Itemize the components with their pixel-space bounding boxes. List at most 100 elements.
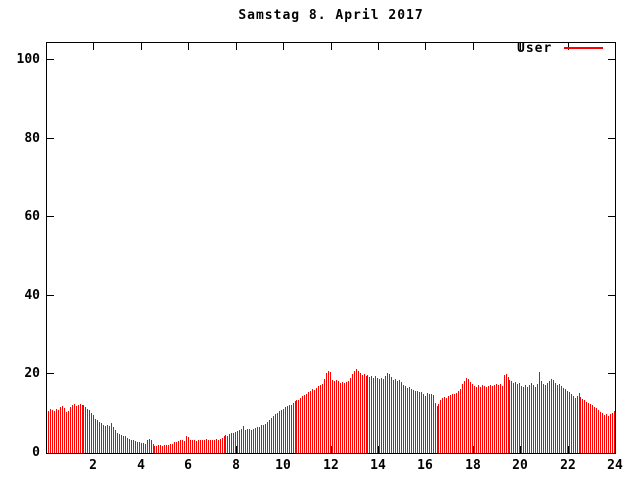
impulse-bar (54, 411, 55, 453)
x-tick-label: 24 (607, 458, 623, 473)
impulse-bar (582, 399, 583, 453)
impulse-bar (567, 391, 568, 453)
impulse-bar (464, 381, 465, 453)
impulse-bar (527, 387, 528, 453)
impulse-bar (115, 430, 116, 453)
impulse-bar (417, 391, 418, 453)
impulse-bar (484, 386, 485, 453)
x-tick (615, 43, 616, 50)
impulse-bar (204, 440, 205, 453)
impulse-bar (64, 408, 65, 453)
impulse-bar (62, 406, 63, 453)
impulse-bar (269, 420, 270, 453)
impulse-bar (508, 377, 509, 453)
impulse-bar (509, 380, 510, 453)
impulse-bar (298, 400, 299, 453)
x-tick (331, 446, 332, 453)
impulse-bar (129, 439, 130, 453)
impulse-bar (127, 438, 128, 453)
impulse-bar (377, 378, 378, 453)
impulse-bar (383, 379, 384, 453)
impulse-bar (279, 411, 280, 453)
impulse-bar (350, 378, 351, 453)
x-tick (568, 43, 569, 50)
impulse-bar (490, 385, 491, 453)
impulse-bar (596, 408, 597, 453)
impulse-bar (76, 406, 77, 453)
impulse-bar (409, 387, 410, 453)
x-tick (236, 446, 237, 453)
impulse-bar (472, 384, 473, 453)
impulse-bar (460, 389, 461, 453)
x-tick-label: 22 (560, 458, 576, 473)
impulse-bar (375, 376, 376, 453)
impulse-bar (515, 382, 516, 453)
impulse-bar (571, 394, 572, 453)
impulse-bar (70, 407, 71, 453)
impulse-bar (561, 386, 562, 453)
x-tick (473, 43, 474, 50)
impulse-bar (267, 422, 268, 453)
impulse-bar (310, 391, 311, 453)
impulse-bar (285, 407, 286, 453)
impulse-bar (612, 413, 613, 453)
impulse-bar (174, 442, 175, 453)
impulse-bar (525, 385, 526, 453)
y-tick-label: 100 (16, 52, 40, 67)
impulse-bar (397, 381, 398, 453)
y-tick (608, 373, 615, 374)
impulse-bar (316, 388, 317, 453)
impulse-bar (539, 372, 540, 453)
impulse-bar (521, 386, 522, 453)
impulse-bar (283, 409, 284, 453)
impulse-bar (135, 441, 136, 453)
impulse-bar (93, 415, 94, 453)
impulse-bar (354, 371, 355, 453)
impulse-bar (271, 418, 272, 453)
impulse-bar (342, 382, 343, 453)
impulse-bar (139, 442, 140, 453)
impulse-bar (584, 400, 585, 453)
impulse-bar (506, 374, 507, 453)
impulse-bar (97, 420, 98, 453)
impulse-bar (543, 384, 544, 453)
impulse-bar (431, 394, 432, 453)
impulse-bar (50, 409, 51, 453)
impulse-bar (529, 385, 530, 453)
impulse-bar (158, 445, 159, 453)
impulse-bar (438, 404, 439, 453)
impulse-bar (162, 446, 163, 453)
impulse-bar (172, 444, 173, 453)
impulse-bar (257, 427, 258, 453)
impulse-bar (80, 404, 81, 453)
impulse-bar (208, 440, 209, 453)
impulse-bar (413, 390, 414, 453)
impulse-bar (421, 392, 422, 453)
impulse-bar (448, 396, 449, 453)
impulse-bar (60, 407, 61, 453)
impulse-bar (440, 400, 441, 453)
impulse-bar (198, 440, 199, 453)
impulse-bar (99, 422, 100, 453)
impulse-bar (235, 432, 236, 453)
x-tick-label: 8 (232, 458, 240, 473)
impulse-bar (575, 398, 576, 453)
impulse-bar (456, 393, 457, 453)
impulse-bar (569, 392, 570, 453)
impulse-bar (360, 373, 361, 453)
impulse-bar (259, 427, 260, 453)
impulse-bar (364, 374, 365, 453)
impulse-bar (188, 437, 189, 453)
impulse-bar (312, 389, 313, 453)
impulse-bar (511, 381, 512, 453)
impulse-bar (391, 377, 392, 453)
impulse-bar (411, 389, 412, 453)
impulse-bar (366, 376, 367, 453)
impulse-bar (289, 405, 290, 453)
impulse-bar (486, 387, 487, 453)
impulse-bar (156, 446, 157, 453)
impulse-bar (415, 391, 416, 453)
impulse-bar (545, 385, 546, 453)
x-tick-label: 6 (184, 458, 192, 473)
x-tick (378, 43, 379, 50)
